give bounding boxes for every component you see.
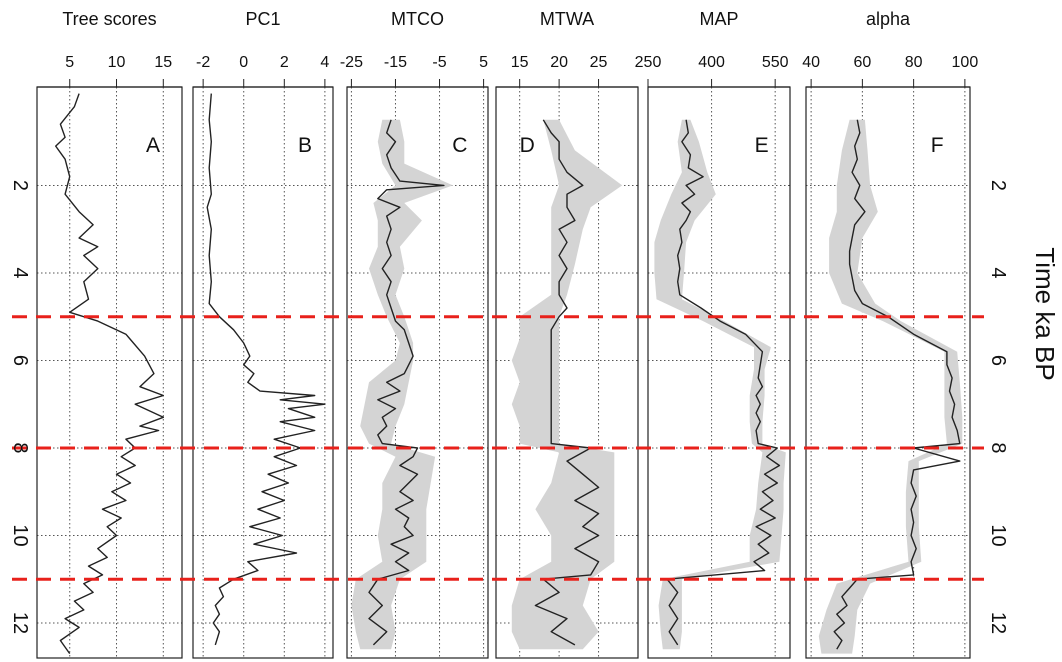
panel-letter: D bbox=[520, 134, 535, 157]
y-tick-label-right: 4 bbox=[987, 267, 1009, 278]
panel-b: -2 0 2 4 PC1 B bbox=[192, 9, 334, 659]
uncertainty-band bbox=[351, 119, 453, 650]
panel-title: MTCO bbox=[391, 9, 444, 29]
y-tick-label-right: 2 bbox=[987, 180, 1009, 191]
y-tick-label-right: 12 bbox=[987, 612, 1009, 634]
x-tick-label: 15 bbox=[511, 54, 529, 71]
panel-letter: E bbox=[755, 134, 769, 157]
panel-letter: C bbox=[452, 134, 467, 157]
x-tick-label: 250 bbox=[635, 54, 662, 71]
panel-e: 250 400 550 MAP E bbox=[635, 9, 791, 659]
series-line bbox=[666, 119, 781, 646]
panel-title: Tree scores bbox=[62, 9, 156, 29]
uncertainty-band bbox=[654, 119, 786, 650]
panel-c: -25 -15 -5 5 MTCO C bbox=[340, 9, 489, 659]
panel-title: MAP bbox=[699, 9, 738, 29]
right-y-axis: 2 2 4 4 6 6 8 8 10 10 12 12 bbox=[9, 180, 1009, 634]
y-tick-label-left: 10 bbox=[9, 524, 31, 546]
panel-letter: B bbox=[298, 134, 312, 157]
x-tick-label: 5 bbox=[479, 54, 488, 71]
x-tick-label: -5 bbox=[432, 54, 446, 71]
panel-letter: A bbox=[146, 134, 160, 157]
panel-frame bbox=[192, 86, 334, 659]
x-tick-label: 400 bbox=[698, 54, 725, 71]
x-tick-label: -25 bbox=[340, 54, 363, 71]
panel-title: MTWA bbox=[540, 9, 594, 29]
x-tick-label: 5 bbox=[65, 54, 74, 71]
series-line bbox=[833, 119, 961, 650]
x-tick-label: -15 bbox=[384, 54, 407, 71]
x-tick-label: 0 bbox=[239, 54, 248, 71]
series-line bbox=[534, 119, 600, 646]
x-tick-label: 15 bbox=[154, 54, 172, 71]
series-line bbox=[368, 119, 445, 646]
x-tick-label: 60 bbox=[853, 54, 871, 71]
panel-letter: F bbox=[931, 134, 944, 157]
panel-title: alpha bbox=[866, 9, 911, 29]
x-tick-label: 4 bbox=[320, 54, 329, 71]
y-axis-title: Time ka BP bbox=[1030, 247, 1060, 380]
y-tick-label-left: 12 bbox=[9, 612, 31, 634]
panel-d: 15 20 25 MTWA D bbox=[495, 9, 639, 659]
panels-layer: 5 10 15 Tree scores A -2 0 2 4 PC1 B -25 -15 -5 5 MTCO C… bbox=[36, 9, 979, 659]
x-tick-label: 10 bbox=[108, 54, 126, 71]
panel-a: 5 10 15 Tree scores A bbox=[36, 9, 183, 659]
panel-frame bbox=[36, 86, 183, 659]
uncertainty-band bbox=[818, 119, 963, 654]
series-line bbox=[55, 93, 165, 655]
y-tick-label-left: 4 bbox=[9, 267, 31, 278]
x-tick-label: 40 bbox=[802, 54, 820, 71]
event-lines-layer bbox=[12, 315, 984, 581]
y-tick-label-right: 10 bbox=[987, 524, 1009, 546]
x-tick-label: 25 bbox=[590, 54, 608, 71]
y-tick-label-left: 6 bbox=[9, 355, 31, 366]
x-tick-label: 550 bbox=[762, 54, 789, 71]
x-tick-label: 2 bbox=[280, 54, 289, 71]
y-tick-label-right: 8 bbox=[987, 442, 1009, 453]
x-tick-label: 20 bbox=[550, 54, 568, 71]
panel-title: PC1 bbox=[245, 9, 280, 29]
series-line bbox=[206, 93, 326, 646]
y-tick-label-left: 8 bbox=[9, 442, 31, 453]
panel-f: 40 60 80 100 alpha F bbox=[802, 9, 979, 659]
y-tick-label-left: 2 bbox=[9, 180, 31, 191]
y-tick-label-right: 6 bbox=[987, 355, 1009, 366]
x-tick-label: 80 bbox=[905, 54, 923, 71]
x-tick-label: -2 bbox=[196, 54, 210, 71]
x-tick-label: 100 bbox=[952, 54, 979, 71]
